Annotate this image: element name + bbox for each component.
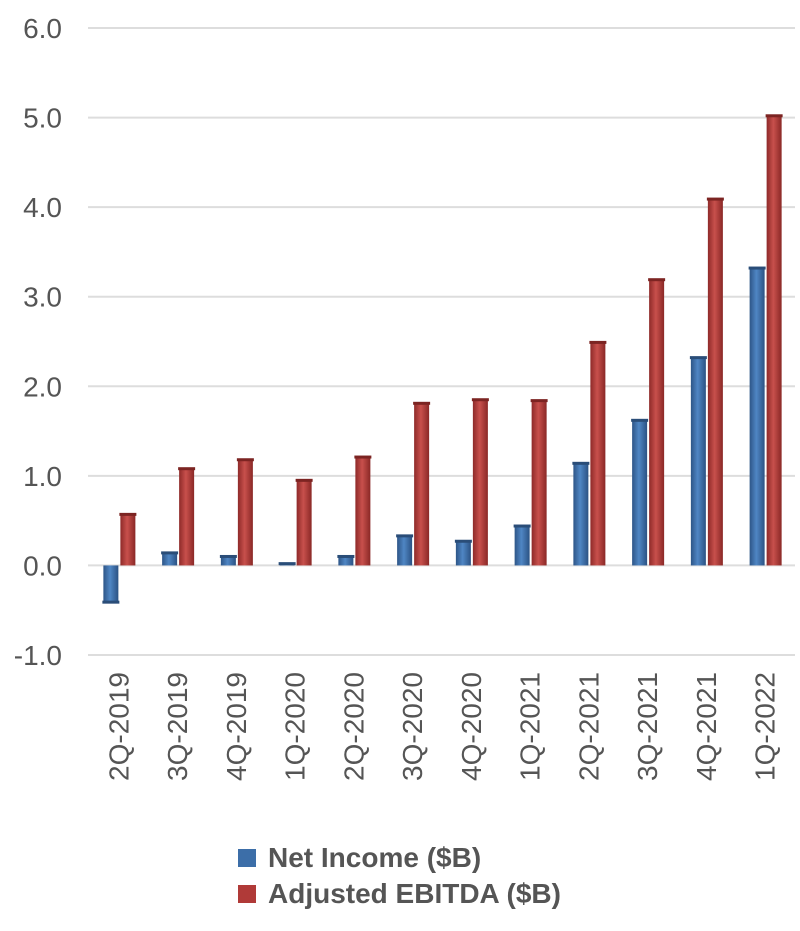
bar-adjusted-ebitda [472,399,488,566]
bar-adjusted-ebitda [120,514,136,566]
bar-cap-adjusted-ebitda [765,114,783,118]
y-tick-label: 5.0 [23,103,62,134]
bar-cap-adjusted-ebitda [589,340,607,344]
y-tick-label: 1.0 [23,461,62,492]
x-tick-label: 2Q-2019 [103,672,134,781]
x-tick-label: 4Q-2021 [691,672,722,781]
legend-item-net-income: Net Income ($B) [238,840,561,876]
bar-adjusted-ebitda [590,342,606,566]
x-tick-label: 3Q-2021 [632,672,663,781]
bar-cap-net-income [513,524,531,528]
bar-net-income [690,357,706,566]
bar-net-income [162,552,178,566]
x-tick-label: 2Q-2021 [573,672,604,781]
bar-net-income [514,526,530,566]
bar-cap-adjusted-ebitda [354,455,372,459]
bar-cap-net-income [102,600,120,604]
bar-cap-adjusted-ebitda [706,197,724,201]
x-tick-label: 3Q-2020 [397,672,428,781]
bar-net-income [338,556,354,566]
legend-swatch-net-income [238,849,256,867]
bar-adjusted-ebitda [179,468,195,566]
y-tick-label: 6.0 [23,13,62,44]
x-tick-label: 1Q-2021 [515,672,546,781]
bar-cap-adjusted-ebitda [530,399,548,403]
bar-adjusted-ebitda [649,279,665,566]
bar-adjusted-ebitda [707,199,723,566]
x-tick-label: 1Q-2020 [280,672,311,781]
legend-label-adjusted-ebitda: Adjusted EBITDA ($B) [268,878,561,909]
bar-cap-net-income [748,266,766,270]
bar-cap-adjusted-ebitda [471,398,489,402]
bar-cap-adjusted-ebitda [295,478,313,482]
bar-cap-net-income [454,539,472,543]
bar-cap-adjusted-ebitda [178,467,196,471]
x-tick-label: 4Q-2020 [456,672,487,781]
bar-net-income [220,556,236,566]
bar-cap-net-income [572,461,590,465]
bar-cap-adjusted-ebitda [648,278,666,282]
x-tick-label: 1Q-2022 [750,672,781,781]
x-tick-label: 3Q-2019 [162,672,193,781]
bar-net-income [103,565,119,603]
bar-cap-net-income [219,554,237,558]
bar-cap-net-income [278,562,296,566]
y-tick-label: 2.0 [23,371,62,402]
legend-swatch-adjusted-ebitda [238,885,256,903]
y-tick-label: 3.0 [23,282,62,313]
bar-net-income [397,535,413,566]
y-tick-label: -1.0 [14,640,62,671]
bar-adjusted-ebitda [414,403,430,566]
bar-adjusted-ebitda [766,115,782,566]
bar-cap-net-income [161,551,179,555]
legend-label-net-income: Net Income ($B) [268,842,482,873]
bar-net-income [749,268,765,566]
y-tick-label: 0.0 [23,550,62,581]
bar-adjusted-ebitda [531,400,547,566]
bar-cap-net-income [689,356,707,360]
bar-cap-adjusted-ebitda [413,401,431,405]
legend-item-adjusted-ebitda: Adjusted EBITDA ($B) [238,876,561,912]
bar-cap-net-income [337,554,355,558]
bar-net-income [573,463,589,566]
x-tick-label: 2Q-2020 [338,672,369,781]
bar-cap-net-income [631,418,649,422]
bar-cap-adjusted-ebitda [236,458,254,462]
bar-adjusted-ebitda [296,480,312,566]
x-tick-label: 4Q-2019 [221,672,252,781]
bar-cap-adjusted-ebitda [119,512,137,516]
bar-net-income [632,420,648,566]
bar-cap-net-income [396,534,414,538]
bar-net-income [455,541,471,566]
bar-adjusted-ebitda [355,457,371,566]
legend: Net Income ($B) Adjusted EBITDA ($B) [238,840,561,912]
y-tick-label: 4.0 [23,192,62,223]
bar-adjusted-ebitda [237,459,253,566]
